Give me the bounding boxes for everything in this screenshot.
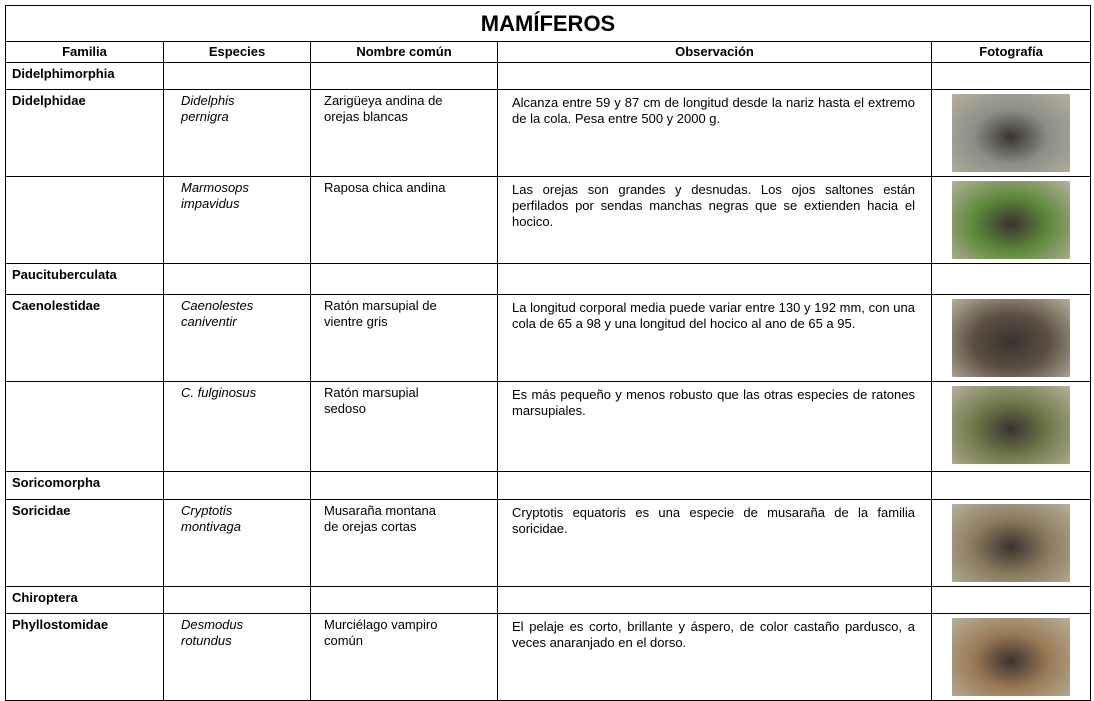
table-row: C. fulginosus Ratón marsupial sedoso Es más…	[5, 381, 1092, 472]
observation: Cryptotis equatoris es una especie de mu…	[497, 499, 932, 587]
common-name-cell: Murciélago vampiro común	[310, 613, 498, 701]
species: Marmosops	[181, 180, 249, 195]
empty-cell	[497, 586, 932, 614]
common-name-cell: Ratón marsupial de vientre gris	[310, 294, 498, 382]
family: Didelphidae	[5, 89, 164, 177]
species-cell	[163, 263, 311, 295]
photo-cell	[930, 381, 1092, 472]
common-name-cell: Ratón marsupial sedoso	[310, 381, 498, 472]
column-header: Fotografía	[930, 41, 1092, 63]
common-name-cell	[310, 586, 498, 614]
photo-cell	[930, 263, 1092, 295]
common-name: Zarigüeya andina de	[324, 93, 443, 108]
common-name: de orejas cortas	[324, 519, 417, 534]
species: caniventir	[181, 314, 237, 329]
table-row: Soricidae Cryptotis montivaga Musaraña mont…	[5, 499, 1092, 587]
photo-cell	[930, 176, 1092, 264]
photo-cell	[930, 499, 1092, 587]
common-name: Musaraña montana	[324, 503, 437, 518]
observation: Alcanza entre 59 y 87 cm de longitud des…	[497, 89, 932, 177]
species-cell: Marmosops impavidus	[163, 176, 311, 264]
photo-cell	[930, 89, 1092, 177]
common-name: Murciélago vampiro	[324, 617, 438, 632]
table-row: Caenolestidae Caenolestes caniventir Ratón …	[5, 294, 1092, 382]
photo	[952, 618, 1071, 696]
common-name-cell	[310, 471, 498, 500]
photo-cell	[930, 613, 1092, 701]
photo	[952, 386, 1071, 464]
column-header: Familia	[5, 41, 164, 63]
species: rotundus	[181, 633, 232, 648]
table-row: Soricomorpha	[5, 471, 1092, 500]
family: Phyllostomidae	[5, 613, 164, 701]
species-cell: Didelphis pernigra	[163, 89, 311, 177]
photo-cell	[930, 294, 1092, 382]
column-header: Nombre común	[310, 41, 498, 63]
observation: Es más pequeño y menos robusto que las o…	[497, 381, 932, 472]
empty-cell	[5, 381, 164, 472]
photo-cell	[930, 471, 1092, 500]
common-name-cell	[310, 62, 498, 90]
table-row: Phyllostomidae Desmodus rotundus Murciélago…	[5, 613, 1092, 701]
common-name: Ratón marsupial	[324, 385, 419, 400]
family: Paucituberculata	[5, 263, 164, 295]
family: Caenolestidae	[5, 294, 164, 382]
species: Caenolestes	[181, 298, 254, 313]
species-cell: C. fulginosus	[163, 381, 311, 472]
species-cell: Caenolestes caniventir	[163, 294, 311, 382]
species-cell	[163, 471, 311, 500]
empty-cell	[5, 176, 164, 264]
family: Soricidae	[5, 499, 164, 587]
photo-cell	[930, 62, 1092, 90]
species-cell: Desmodus rotundus	[163, 613, 311, 701]
species: C. fulginosus	[181, 385, 257, 400]
observation: La longitud corporal media puede variar …	[497, 294, 932, 382]
observation: El pelaje es corto, brillante y áspero, …	[497, 613, 932, 701]
common-name-cell: Zarigüeya andina de orejas blancas	[310, 89, 498, 177]
common-name-cell	[310, 263, 498, 295]
family: Didelphimorphia	[5, 62, 164, 90]
species-cell	[163, 586, 311, 614]
species: Cryptotis	[181, 503, 233, 518]
common-name: orejas blancas	[324, 109, 408, 124]
photo	[952, 504, 1071, 582]
column-header: Observación	[497, 41, 932, 63]
common-name: sedoso	[324, 401, 366, 416]
common-name-cell: Raposa chica andina	[310, 176, 498, 264]
species-cell: Cryptotis montivaga	[163, 499, 311, 587]
species: Desmodus	[181, 617, 244, 632]
species: impavidus	[181, 196, 240, 211]
empty-cell	[497, 263, 932, 295]
table-row: Paucituberculata	[5, 263, 1092, 295]
table-row: Didelphimorphia	[5, 62, 1092, 90]
photo-cell	[930, 586, 1092, 614]
table-row: Chiroptera	[5, 586, 1092, 614]
mammal-table: MAMÍFEROS Familia Especies Nombre común Obs…	[4, 5, 1092, 701]
empty-cell	[497, 471, 932, 500]
title: MAMÍFEROS	[4, 5, 1092, 42]
common-name: Ratón marsupial de	[324, 298, 437, 313]
photo	[952, 299, 1071, 377]
common-name-cell: Musaraña montana de orejas cortas	[310, 499, 498, 587]
empty-cell	[497, 62, 932, 90]
species: pernigra	[181, 109, 229, 124]
species: montivaga	[181, 519, 241, 534]
species: Didelphis	[181, 93, 235, 108]
table-row: Didelphidae Didelphis pernigra Zarigüeya an…	[5, 89, 1092, 177]
common-name: común	[324, 633, 364, 648]
family: Soricomorpha	[5, 471, 164, 500]
species-cell	[163, 62, 311, 90]
table-row: Marmosops impavidus Raposa chica andina Las…	[5, 176, 1092, 264]
observation: Las orejas son grandes y desnudas. Los o…	[497, 176, 932, 264]
photo	[952, 181, 1071, 259]
column-header: Especies	[163, 41, 311, 63]
common-name: Raposa chica andina	[324, 180, 446, 195]
photo	[952, 94, 1071, 172]
common-name: vientre gris	[324, 314, 388, 329]
family: Chiroptera	[5, 586, 164, 614]
